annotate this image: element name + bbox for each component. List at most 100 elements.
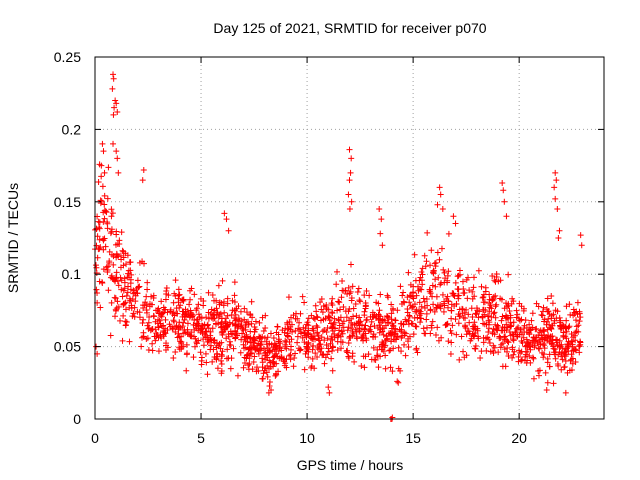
data-point <box>489 272 496 279</box>
data-point <box>503 213 510 220</box>
data-point <box>459 278 466 285</box>
data-point <box>407 281 414 288</box>
data-points <box>92 71 585 422</box>
data-point <box>140 329 147 336</box>
data-point <box>335 298 342 305</box>
data-point <box>405 269 412 276</box>
data-point <box>544 295 551 302</box>
data-point <box>501 336 508 343</box>
data-point <box>527 326 534 333</box>
data-point <box>110 140 117 147</box>
x-tick-label: 15 <box>405 430 421 446</box>
data-point <box>422 330 429 337</box>
data-point <box>481 299 488 306</box>
data-point <box>572 337 579 344</box>
data-point <box>288 321 295 328</box>
data-point <box>305 322 312 329</box>
data-point <box>175 299 182 306</box>
data-point <box>405 338 411 345</box>
data-point <box>143 335 150 342</box>
data-point <box>260 328 267 335</box>
data-point <box>198 354 205 361</box>
data-point <box>499 313 506 320</box>
data-point <box>98 198 105 205</box>
data-point <box>556 348 563 355</box>
data-point <box>507 323 514 330</box>
data-point <box>110 261 117 268</box>
data-point <box>126 259 133 266</box>
x-tick-label: 10 <box>299 430 315 446</box>
data-point <box>335 317 342 324</box>
data-point <box>423 295 430 302</box>
data-point <box>357 318 364 325</box>
data-point <box>172 277 179 284</box>
data-point <box>484 312 491 319</box>
data-point <box>328 355 335 362</box>
data-point <box>362 330 369 337</box>
data-point <box>347 261 354 268</box>
data-point <box>549 333 556 340</box>
data-point <box>328 300 335 307</box>
data-point <box>536 329 543 336</box>
data-point <box>286 352 293 359</box>
data-point <box>198 315 205 322</box>
data-point <box>503 321 510 328</box>
data-point <box>319 309 326 316</box>
data-point <box>329 348 336 355</box>
grid-lines <box>95 57 604 419</box>
data-point <box>377 326 384 333</box>
data-point <box>104 263 111 270</box>
data-point <box>186 301 193 308</box>
data-point <box>346 317 353 324</box>
data-point <box>100 148 107 155</box>
data-point <box>251 337 258 344</box>
data-point <box>139 177 146 184</box>
data-point <box>273 360 280 367</box>
data-point <box>450 292 457 299</box>
data-point <box>432 283 439 290</box>
data-point <box>106 259 113 266</box>
data-point <box>490 310 497 317</box>
data-point <box>296 326 303 333</box>
data-point <box>248 298 255 305</box>
data-point <box>209 291 216 298</box>
data-point <box>519 356 526 363</box>
data-point <box>97 304 104 311</box>
data-point <box>404 305 411 312</box>
data-point <box>574 299 581 306</box>
data-point <box>497 277 504 284</box>
data-point <box>222 326 229 333</box>
data-point <box>267 363 274 370</box>
data-point <box>488 314 495 321</box>
data-point <box>296 319 303 326</box>
data-point <box>558 323 565 330</box>
data-point <box>481 311 488 318</box>
data-point <box>250 358 257 365</box>
data-point <box>148 293 155 300</box>
data-point <box>162 346 169 353</box>
data-point <box>550 311 557 318</box>
data-point <box>241 305 248 312</box>
data-point <box>463 306 470 313</box>
data-point <box>431 260 438 267</box>
data-point <box>146 314 153 321</box>
data-point <box>447 327 454 334</box>
data-point <box>503 300 510 307</box>
data-point <box>273 344 280 351</box>
data-point <box>540 354 547 361</box>
data-point <box>444 321 451 328</box>
data-point <box>493 301 500 308</box>
data-point <box>564 369 571 376</box>
data-point <box>388 310 395 317</box>
data-point <box>561 364 568 371</box>
data-point <box>365 351 372 358</box>
data-point <box>570 312 577 319</box>
data-point <box>345 284 352 291</box>
data-point <box>225 321 232 328</box>
data-point <box>214 365 221 372</box>
data-point <box>372 356 379 363</box>
data-point <box>120 312 127 319</box>
data-point <box>143 309 150 316</box>
data-point <box>469 295 476 302</box>
data-point <box>162 296 169 303</box>
